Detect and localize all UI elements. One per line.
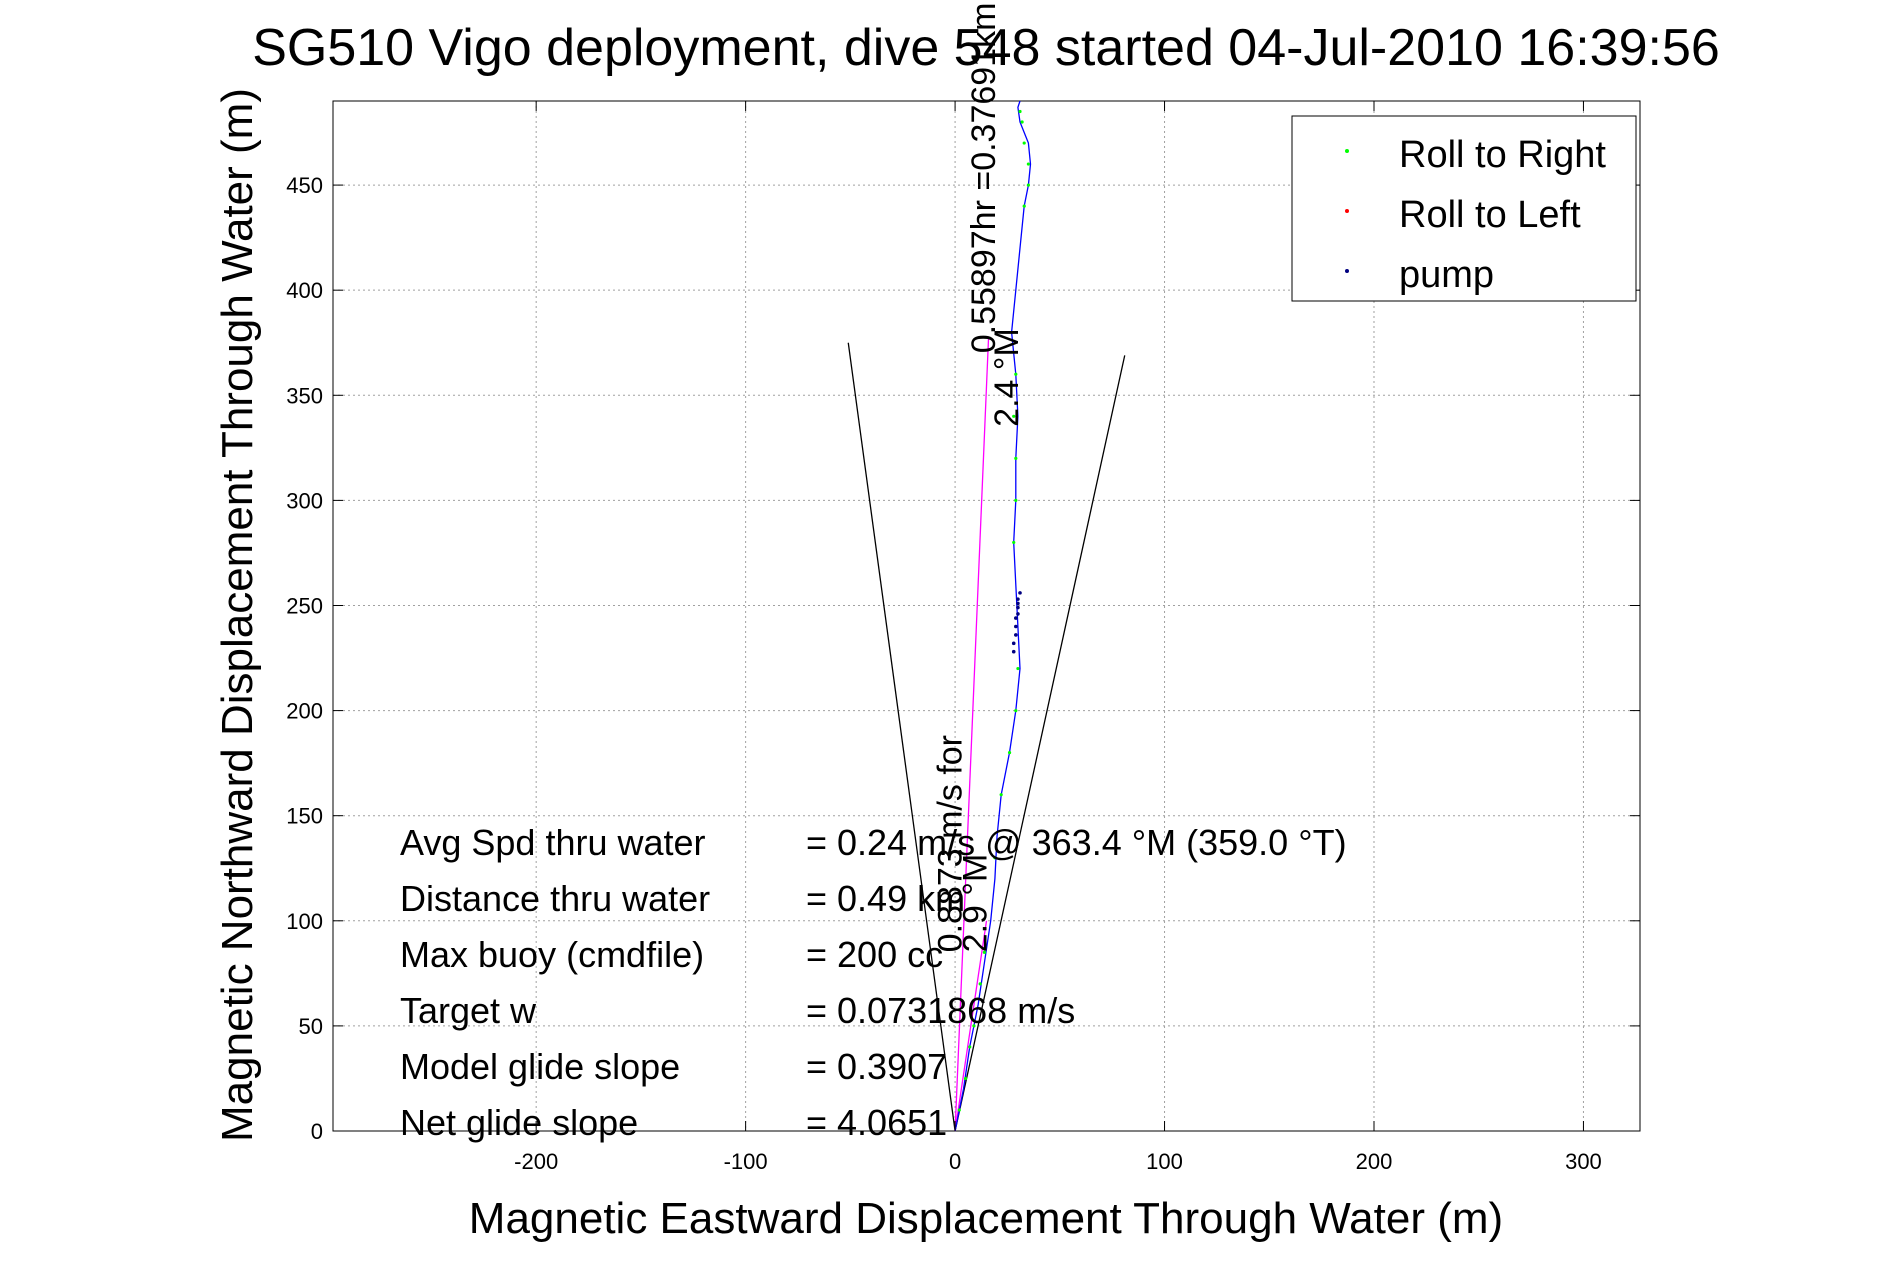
annotation-value: = 0.0731868 m/s [806, 990, 1075, 1031]
x-tick-label: 300 [1565, 1149, 1602, 1174]
x-tick-label: -200 [514, 1149, 558, 1174]
y-tick-label: 300 [286, 488, 323, 513]
legend-label: pump [1399, 254, 1494, 296]
roll-right-point [1018, 109, 1022, 114]
pump-point [1016, 612, 1020, 616]
pump-point [1014, 624, 1018, 629]
pump-point [1011, 641, 1016, 646]
annotation-label: Target w [400, 990, 537, 1031]
annotation-value: = 200 cc [806, 934, 943, 975]
roll-right-point [1022, 204, 1026, 208]
cone-line-right [954, 355, 1126, 1132]
roll-right-point [968, 1045, 972, 1049]
legend-marker [1345, 149, 1349, 153]
y-tick-label: 450 [286, 173, 323, 198]
x-tick-label: -100 [724, 1149, 768, 1174]
roll-right-point [978, 982, 982, 986]
roll-right-point [999, 793, 1003, 797]
vector-label: 2.4 °M [988, 328, 1026, 427]
roll-right-point [957, 1108, 961, 1112]
annotation-value: = 0.3907 [806, 1046, 947, 1087]
annotation-label: Max buoy (cmdfile) [400, 934, 704, 975]
legend-label: Roll to Right [1399, 134, 1606, 176]
annotations: Avg Spd thru water = 0.24 m/s @ 363.4 °M … [400, 822, 1347, 1143]
roll-right-point [982, 950, 987, 954]
annotation-value: = 4.0651 [806, 1102, 947, 1143]
y-axis-label: Magnetic Northward Displacement Through … [213, 88, 262, 1142]
heading-cone [847, 342, 1126, 1132]
vector-label: 0.55897hr =0.37691km [965, 3, 1003, 354]
annotation-label: Net glide slope [400, 1102, 638, 1143]
y-tick-label: 350 [286, 383, 323, 408]
roll-right-point [1012, 414, 1016, 418]
current-vectors [954, 336, 990, 1132]
roll-right-point [1014, 372, 1018, 376]
pump-point [1016, 605, 1020, 610]
plot-frame [332, 100, 1641, 1132]
x-axis-label: Magnetic Eastward Displacement Through W… [469, 1194, 1503, 1243]
x-tick-label: 200 [1356, 1149, 1393, 1174]
pump-point [1014, 616, 1018, 620]
legend-marker [1345, 209, 1349, 213]
y-tick-label: 250 [286, 593, 323, 618]
roll-right-point [1020, 120, 1024, 124]
legend-box [1291, 115, 1637, 302]
roll-right-point [1012, 540, 1016, 545]
vector-label: 2.9 °M [957, 854, 995, 953]
y-tick-label: 0 [311, 1119, 323, 1144]
pump-point [1014, 633, 1018, 637]
legend-label: Roll to Left [1399, 194, 1581, 236]
current-vector [954, 336, 990, 1132]
pump-point [1016, 601, 1020, 606]
y-tick-label: 150 [286, 804, 323, 829]
roll-right-point [972, 1024, 976, 1028]
roll-right-point [1026, 183, 1030, 187]
y-tick-label: 100 [286, 909, 323, 934]
x-tick-label: 100 [1146, 1149, 1183, 1174]
current-vector [954, 920, 988, 1132]
annotation-value: = 0.49 km [806, 878, 965, 919]
roll-right-point [1026, 162, 1030, 166]
markers [957, 109, 1030, 1112]
annotation-label: Distance thru water [400, 878, 710, 919]
legend: Roll to Right Roll to Left pump [1291, 115, 1637, 302]
y-tick-label: 50 [299, 1014, 323, 1039]
roll-right-point [993, 856, 997, 860]
pump-point [1016, 597, 1020, 601]
annotation-label: Model glide slope [400, 1046, 680, 1087]
roll-right-point [1022, 141, 1026, 145]
legend-marker [1345, 269, 1349, 273]
pump-point [1018, 591, 1022, 595]
y-tick-label: 200 [286, 699, 323, 724]
annotation-value: = 0.24 m/s @ 363.4 °M (359.0 °T) [806, 822, 1347, 863]
pump-point [1011, 649, 1016, 654]
cone-line-left [847, 342, 956, 1132]
x-tick-label: 0 [949, 1149, 961, 1174]
annotation-label: Avg Spd thru water [400, 822, 706, 863]
roll-right-point [963, 1076, 968, 1081]
roll-right-point [1016, 666, 1020, 671]
chart-title: SG510 Vigo deployment, dive 548 started … [252, 19, 1720, 77]
roll-right-point [1007, 751, 1012, 755]
roll-right-point [1014, 456, 1018, 460]
roll-right-point [1014, 498, 1018, 502]
y-tick-label: 400 [286, 278, 323, 303]
roll-right-point [1014, 708, 1018, 713]
vector-label: 0.8873 m/s for [931, 735, 969, 952]
